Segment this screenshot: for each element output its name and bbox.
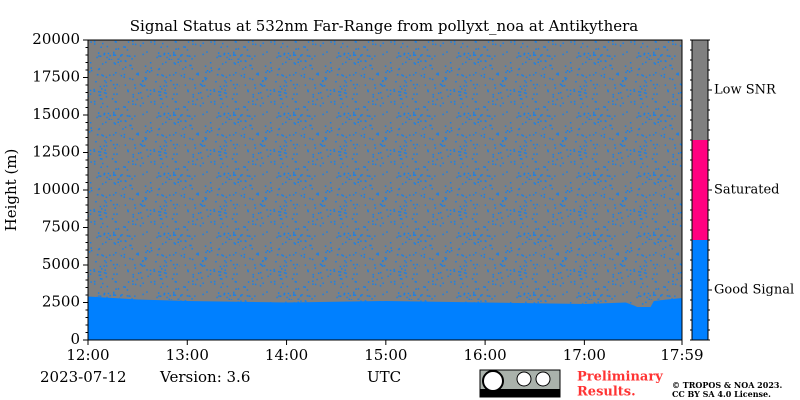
x-tick-label: 17:59 <box>660 346 703 364</box>
x-axis-label: UTC <box>367 368 401 386</box>
good-signal-area <box>88 296 682 340</box>
colorbar-segment <box>692 240 708 340</box>
copyright: CC BY SA 4.0 License. <box>672 389 771 399</box>
colorbar-label: Low SNR <box>714 83 777 98</box>
colorbar-frame <box>691 39 709 341</box>
notice: Results. <box>577 385 636 400</box>
y-tick-label: 10000 <box>32 180 80 198</box>
date: 2023-07-12 <box>40 368 126 386</box>
colorbar-segment <box>692 140 708 240</box>
x-tick-label: 13:00 <box>166 346 209 364</box>
y-tick-label: 20000 <box>32 30 80 48</box>
y-tick-label: 15000 <box>32 105 80 123</box>
y-tick-label: 17500 <box>32 68 80 86</box>
version: Version: 3.6 <box>159 368 250 386</box>
x-tick-label: 15:00 <box>364 346 407 364</box>
y-tick-label: 12500 <box>32 143 80 161</box>
colorbar-segment <box>692 40 708 140</box>
y-tick-label: 2500 <box>42 293 80 311</box>
x-tick-label: 12:00 <box>66 346 109 364</box>
y-tick-label: 0 <box>70 330 80 348</box>
y-tick-label: 7500 <box>42 218 80 236</box>
x-tick-label: 17:00 <box>563 346 606 364</box>
x-tick-label: 16:00 <box>463 346 506 364</box>
colorbar-label: Saturated <box>714 183 779 198</box>
copyright: © TROPOS & NOA 2023. <box>672 380 782 390</box>
y-tick-label: 5000 <box>42 255 80 273</box>
x-tick-label: 14:00 <box>265 346 308 364</box>
colorbar-label: Good Signal <box>714 283 794 298</box>
y-axis-label: Height (m) <box>2 149 20 232</box>
chart-title: Signal Status at 532nm Far-Range from po… <box>130 17 639 35</box>
cc-logo <box>479 369 561 398</box>
notice: Preliminary <box>577 370 663 385</box>
noise <box>88 40 682 340</box>
